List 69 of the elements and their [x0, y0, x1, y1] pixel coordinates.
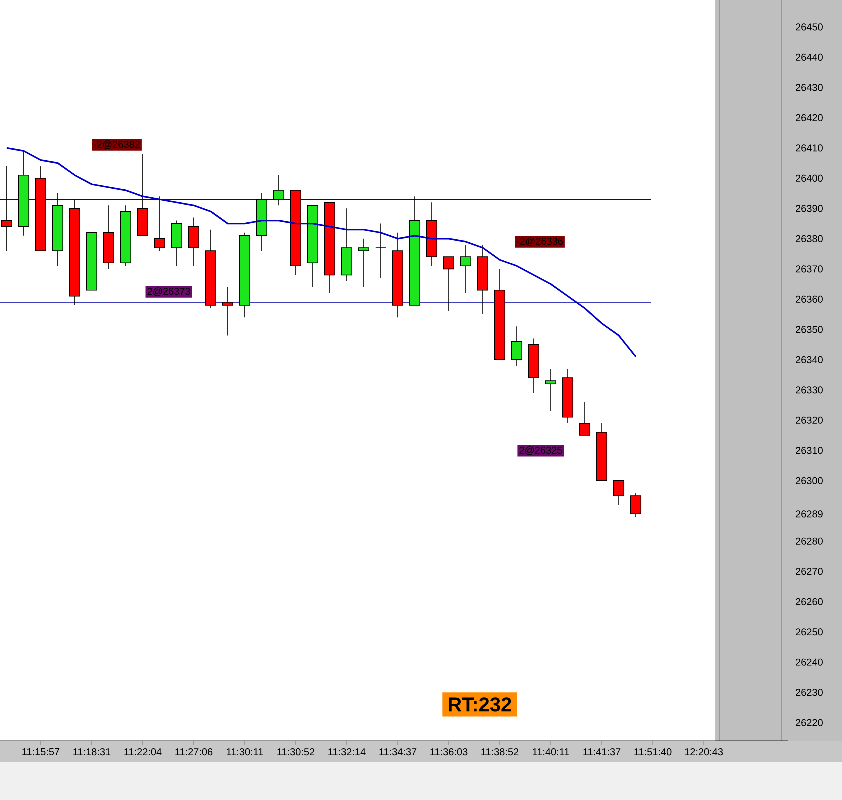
- y-tick-label: 26380: [796, 235, 823, 242]
- candlestick: [52, 193, 64, 267]
- candlestick: [273, 175, 284, 206]
- y-tick-label: 26220: [796, 719, 823, 726]
- candlestick: [630, 492, 642, 518]
- x-tick-label: 12:20:43: [685, 748, 724, 756]
- candlestick: [341, 208, 352, 282]
- y-tick-label: 26270: [796, 568, 823, 576]
- x-tick-label: 11:30:11: [227, 748, 264, 756]
- y-tick-label: 26410: [796, 144, 823, 152]
- y-tick-label: 26260: [796, 598, 823, 606]
- y-tick-label: 26230: [796, 689, 823, 696]
- y-tick-label: 26300: [796, 477, 823, 484]
- candlestick: [460, 244, 472, 294]
- candlestick: [392, 232, 404, 318]
- candlestick: [528, 338, 540, 394]
- y-tick-label: 26340: [796, 356, 823, 364]
- y-tick-label: 26360: [796, 296, 823, 303]
- x-tick-label: 11:15:57: [22, 748, 60, 756]
- y-tick-label: 26250: [796, 628, 823, 636]
- candlestick: [256, 193, 268, 252]
- y-tick-label: 26370: [796, 266, 823, 273]
- candlestick: [239, 232, 250, 318]
- candlestick: [103, 205, 114, 270]
- y-tick-label: 26430: [796, 84, 823, 92]
- y-tick-label: 26420: [796, 114, 823, 122]
- y-tick-label: 26289: [796, 510, 823, 518]
- candlestick: [222, 286, 234, 336]
- candlestick: [154, 196, 166, 252]
- x-tick-label: 11:36:03: [430, 748, 468, 756]
- y-tick-label: 26400: [796, 174, 823, 182]
- candlestick: [1, 166, 12, 252]
- y-tick-label: 26440: [796, 54, 823, 61]
- y-tick-label: 26280: [796, 538, 823, 545]
- x-tick-label: 11:40:11: [533, 748, 570, 756]
- y-tick-label: 26320: [796, 416, 823, 424]
- y-tick-label: 26390: [796, 205, 823, 212]
- candlestick: [18, 150, 30, 236]
- candlestick: [171, 220, 182, 267]
- y-tick-label: 26450: [796, 24, 823, 31]
- x-tick-label: 11:41:37: [584, 748, 621, 756]
- candlestick: [120, 205, 132, 267]
- candlestick: [69, 199, 80, 306]
- candlestick: [205, 229, 216, 309]
- annotation: -2@26336: [517, 238, 564, 246]
- x-tick-label: 11:18:31: [74, 748, 111, 756]
- y-tick-label: 26310: [796, 447, 823, 454]
- x-tick-label: 11:32:14: [328, 748, 366, 756]
- x-tick-label: 11:38:52: [482, 748, 519, 756]
- annotation: RT:232: [448, 698, 512, 712]
- candlestick: [546, 368, 557, 412]
- candlestick: [478, 244, 489, 315]
- y-tick-label: 26330: [796, 386, 823, 394]
- candlestick: [188, 217, 200, 267]
- y-tick-label: 26240: [796, 658, 823, 666]
- annotation: 2@26373: [148, 288, 190, 296]
- y-tick-label: 26350: [796, 326, 823, 334]
- candlestick: [512, 326, 523, 366]
- annotation: -2@26382: [94, 140, 140, 150]
- candlestick: [562, 368, 574, 424]
- candlestick: [376, 223, 386, 279]
- x-tick-label: 11:27:06: [176, 748, 213, 756]
- x-tick-label: 11:51:40: [634, 748, 672, 756]
- candlestick: [426, 202, 438, 267]
- x-tick-label: 11:30:52: [278, 748, 315, 756]
- x-tick-label: 11:22:04: [124, 748, 162, 756]
- x-tick-label: 11:34:37: [380, 748, 417, 756]
- candlestick: [358, 238, 370, 288]
- annotation: 2@26325: [520, 446, 562, 456]
